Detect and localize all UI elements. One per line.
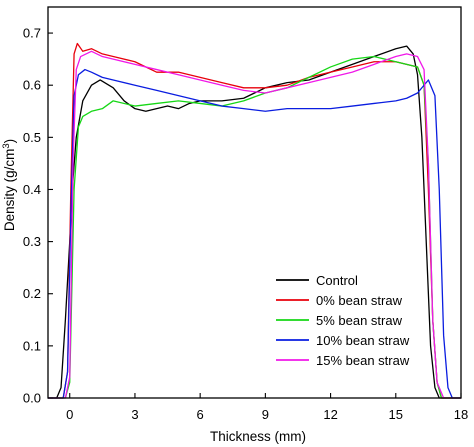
- x-tick-label-3: 9: [262, 407, 269, 422]
- x-tick-label-5: 15: [389, 407, 403, 422]
- series-line-0pct: [48, 42, 461, 399]
- x-tick-label-6: 18: [454, 407, 468, 422]
- series-line-15pct: [48, 50, 461, 399]
- y-axis-title: Density (g/cm3): [1, 139, 17, 231]
- y-tick-label-5: 0.5: [23, 130, 41, 145]
- x-tick-label-1: 3: [131, 407, 138, 422]
- x-tick-label-2: 6: [197, 407, 204, 422]
- legend-label-5pct: 5% bean straw: [316, 313, 403, 328]
- y-tick-label-6: 0.6: [23, 78, 41, 93]
- legend-label-0pct: 0% bean straw: [316, 293, 403, 308]
- y-tick-label-3: 0.3: [23, 234, 41, 249]
- series-line-control: [48, 45, 461, 399]
- y-tick-label-2: 0.2: [23, 286, 41, 301]
- y-axis-title-close: ): [2, 139, 17, 144]
- y-tick-label-7: 0.7: [23, 26, 41, 41]
- y-tick-label-1: 0.1: [23, 338, 41, 353]
- y-axis-title-superscript: 3: [1, 143, 12, 148]
- legend-label-control: Control: [316, 273, 358, 288]
- y-tick-label-0: 0.0: [23, 391, 41, 406]
- x-axis-title: Thickness (mm): [210, 429, 306, 444]
- series-line-10pct: [48, 68, 461, 399]
- plot-frame: [47, 6, 462, 399]
- axes-layer: [47, 6, 462, 399]
- legend: Control 0% bean straw 5% bean straw 10% …: [276, 273, 410, 368]
- x-tick-label-0: 0: [66, 407, 73, 422]
- y-axis-title-main: Density (g/cm: [2, 149, 17, 232]
- legend-label-15pct: 15% bean straw: [316, 353, 410, 368]
- y-tick-label-4: 0.4: [23, 182, 41, 197]
- series-layer: [48, 42, 461, 399]
- x-tick-label-4: 12: [323, 407, 337, 422]
- legend-label-10pct: 10% bean straw: [316, 333, 410, 348]
- ticks-layer: 0 3 6 9 12 15 18 0.0 0.1 0.2 0.3 0.4 0.5 0.6 0.7: [23, 26, 468, 422]
